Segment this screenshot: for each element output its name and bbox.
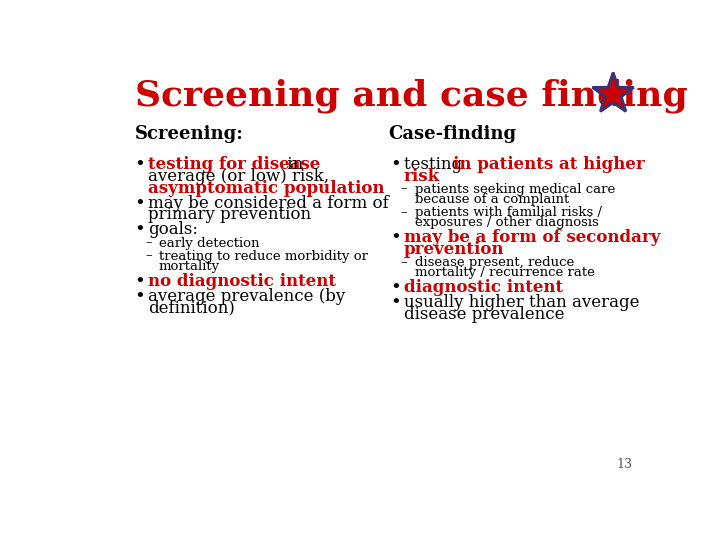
Text: –: – <box>145 237 152 249</box>
Text: average prevalence (by: average prevalence (by <box>148 288 346 305</box>
Text: exposures / other diagnosis: exposures / other diagnosis <box>415 215 598 229</box>
Text: no diagnostic intent: no diagnostic intent <box>148 273 336 289</box>
Text: •: • <box>390 229 400 247</box>
Text: •: • <box>134 156 145 174</box>
Text: patients seeking medical care: patients seeking medical care <box>415 183 615 195</box>
Text: disease present, reduce: disease present, reduce <box>415 256 574 269</box>
Text: testing for disease: testing for disease <box>148 156 320 173</box>
Text: definition): definition) <box>148 300 235 316</box>
Text: Screening and case finding: Screening and case finding <box>135 79 688 113</box>
Text: because of a complaint: because of a complaint <box>415 193 569 206</box>
Text: in patients at higher: in patients at higher <box>453 156 644 173</box>
Text: mortality / recurrence rate: mortality / recurrence rate <box>415 266 595 279</box>
Polygon shape <box>593 72 634 111</box>
Text: treating to reduce morbidity or: treating to reduce morbidity or <box>159 249 368 262</box>
Text: Screening:: Screening: <box>135 125 244 143</box>
Text: diagnostic intent: diagnostic intent <box>404 279 563 296</box>
Text: asymptomatic population: asymptomatic population <box>148 179 384 197</box>
Text: –: – <box>401 206 408 219</box>
Text: •: • <box>134 194 145 213</box>
Text: •: • <box>134 221 145 240</box>
Text: goals:: goals: <box>148 221 198 239</box>
Text: early detection: early detection <box>159 237 259 249</box>
Text: risk: risk <box>404 167 440 185</box>
Text: –: – <box>145 249 152 262</box>
Text: •: • <box>390 279 400 297</box>
Text: –: – <box>401 183 408 195</box>
Text: testing: testing <box>404 156 467 173</box>
Text: 13: 13 <box>616 457 632 470</box>
Text: may be considered a form of: may be considered a form of <box>148 194 389 212</box>
Text: usually higher than average: usually higher than average <box>404 294 639 311</box>
Text: average (or low) risk,: average (or low) risk, <box>148 167 329 185</box>
Text: disease prevalence: disease prevalence <box>404 306 564 323</box>
Text: •: • <box>390 294 400 312</box>
Text: in: in <box>282 156 302 173</box>
Text: may be a form of secondary: may be a form of secondary <box>404 229 660 246</box>
Text: •: • <box>134 273 145 291</box>
Text: •: • <box>134 288 145 306</box>
Text: primary prevention: primary prevention <box>148 206 311 224</box>
Text: Case-finding: Case-finding <box>388 125 516 143</box>
Text: patients with familial risks /: patients with familial risks / <box>415 206 602 219</box>
Text: –: – <box>401 256 408 269</box>
Text: mortality: mortality <box>159 260 220 273</box>
Text: •: • <box>390 156 400 174</box>
Text: prevention: prevention <box>404 241 505 258</box>
